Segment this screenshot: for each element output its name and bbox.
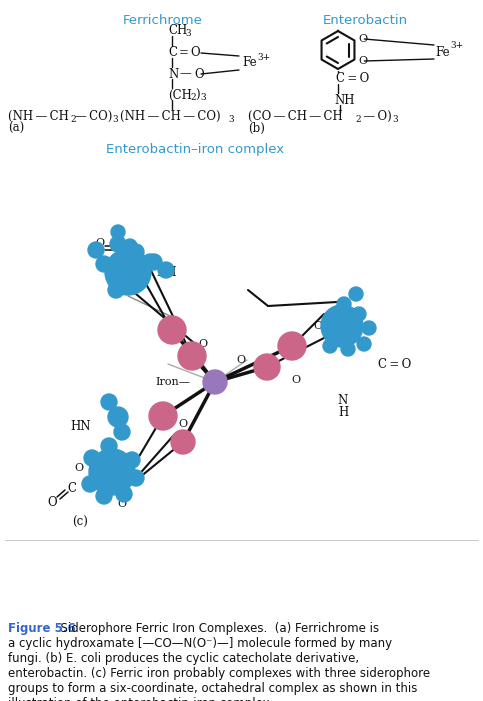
Text: O: O [190, 46, 199, 60]
Circle shape [128, 470, 144, 486]
Circle shape [149, 402, 177, 430]
Text: O: O [96, 238, 104, 248]
Text: O: O [358, 56, 368, 66]
Circle shape [114, 424, 130, 440]
Circle shape [341, 342, 355, 356]
Text: N: N [338, 393, 348, 407]
Circle shape [142, 254, 158, 270]
Circle shape [110, 236, 126, 252]
Text: Enterobactin–iron complex: Enterobactin–iron complex [106, 143, 284, 156]
Text: O: O [291, 375, 300, 385]
Circle shape [116, 486, 132, 502]
Circle shape [203, 370, 227, 394]
Text: =: = [179, 46, 189, 60]
Circle shape [158, 316, 186, 344]
Text: C: C [68, 482, 76, 494]
Circle shape [82, 476, 98, 492]
Text: C: C [120, 242, 129, 254]
Text: O: O [178, 419, 187, 429]
Text: 2: 2 [190, 93, 196, 102]
Text: (b): (b) [248, 121, 265, 135]
Text: O: O [199, 339, 208, 349]
Circle shape [357, 337, 371, 351]
Circle shape [254, 354, 280, 380]
Text: ): ) [195, 88, 199, 102]
Circle shape [337, 297, 351, 311]
Circle shape [96, 256, 112, 272]
Text: (CO — CH — CH: (CO — CH — CH [248, 109, 343, 123]
Circle shape [128, 244, 144, 260]
Text: NH: NH [156, 266, 176, 278]
Circle shape [89, 449, 135, 495]
Circle shape [101, 394, 117, 410]
Circle shape [105, 249, 151, 295]
Text: N: N [168, 67, 178, 81]
Text: —: — [179, 67, 191, 81]
Text: O: O [237, 355, 245, 365]
Circle shape [84, 450, 100, 466]
Text: (NH — CH — CO): (NH — CH — CO) [120, 109, 221, 123]
Circle shape [178, 342, 206, 370]
Text: 3+: 3+ [450, 41, 463, 50]
Text: Figure 5.6: Figure 5.6 [8, 622, 76, 635]
Text: Enterobactin: Enterobactin [323, 14, 408, 27]
Text: — O): — O) [361, 109, 392, 123]
Circle shape [108, 407, 128, 427]
Text: NH: NH [334, 93, 355, 107]
Text: 3+: 3+ [257, 53, 270, 62]
Text: O: O [178, 349, 187, 359]
Text: (NH — CH: (NH — CH [8, 109, 69, 123]
Circle shape [124, 452, 140, 468]
Text: Siderophore Ferric Iron Complexes.  (a) Ferrichrome is
a cyclic hydroxamate [—CO: Siderophore Ferric Iron Complexes. (a) F… [8, 622, 430, 701]
Circle shape [111, 225, 125, 239]
Circle shape [171, 430, 195, 454]
Circle shape [123, 239, 137, 253]
Text: 3: 3 [392, 114, 398, 123]
Circle shape [321, 305, 363, 347]
Text: O: O [47, 496, 57, 508]
Text: 3: 3 [200, 93, 206, 102]
Text: C: C [168, 46, 177, 60]
Text: (a): (a) [8, 121, 24, 135]
Text: Iron—: Iron— [155, 377, 190, 387]
Circle shape [362, 321, 376, 335]
Text: Fe: Fe [242, 57, 256, 69]
Text: 3: 3 [228, 114, 234, 123]
Circle shape [323, 339, 337, 353]
Text: O: O [194, 67, 204, 81]
Text: (CH: (CH [168, 88, 192, 102]
Text: H: H [338, 407, 348, 419]
Text: O: O [117, 499, 127, 509]
Text: O: O [313, 321, 323, 331]
Text: (c): (c) [72, 515, 88, 529]
Text: Ferrichrome: Ferrichrome [123, 14, 203, 27]
Text: HN: HN [70, 419, 90, 433]
Text: O: O [74, 463, 84, 473]
Circle shape [158, 262, 174, 278]
Text: — CO): — CO) [75, 109, 113, 123]
Text: 3: 3 [185, 29, 191, 37]
Circle shape [108, 282, 124, 298]
Text: CH: CH [168, 24, 187, 36]
Text: Fe: Fe [435, 46, 450, 58]
Circle shape [101, 438, 117, 454]
Circle shape [96, 488, 112, 504]
Text: 2: 2 [355, 114, 361, 123]
Text: 2: 2 [70, 114, 76, 123]
Text: C = O: C = O [336, 72, 369, 86]
Text: 3: 3 [112, 114, 118, 123]
Text: C = O: C = O [378, 358, 411, 372]
Circle shape [349, 287, 363, 301]
Circle shape [278, 332, 306, 360]
Circle shape [352, 307, 366, 321]
Circle shape [146, 254, 162, 270]
Circle shape [88, 242, 104, 258]
Text: O: O [358, 34, 368, 44]
